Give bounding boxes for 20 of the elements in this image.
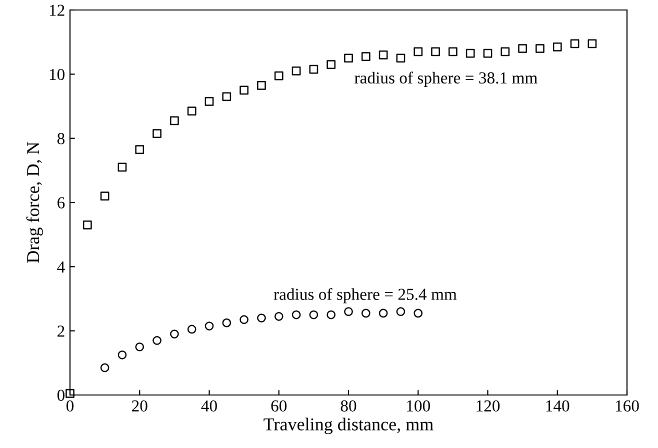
x-tick-label: 60 [271, 400, 287, 412]
y-tick-label: 4 [57, 261, 65, 272]
y-tick-label: 6 [58, 197, 65, 208]
y-tick-label: 10 [50, 68, 65, 80]
x-tick-label: 40 [201, 400, 217, 412]
y-tick-label: 8 [57, 133, 65, 144]
x-tick-label: 100 [407, 400, 430, 412]
x-tick-label: 80 [340, 400, 356, 412]
y-tick-label: 2 [58, 326, 64, 337]
x-tick-label: 0 [66, 400, 74, 412]
y-axis-title: Drag force, D, N [26, 142, 43, 263]
x-tick-label: 160 [616, 400, 639, 412]
x-tick-label: 120 [476, 400, 500, 412]
x-tick-label: 140 [546, 400, 570, 412]
y-tick-label: 0 [57, 390, 65, 401]
x-axis-title: Traveling distance, mm [264, 418, 434, 434]
y-tick-label: 12 [50, 4, 64, 16]
annotation: radius of sphere = 38.1 mm [354, 72, 538, 87]
annotation: radius of sphere = 25.4 mm [274, 288, 457, 304]
x-tick-label: 20 [132, 400, 148, 412]
